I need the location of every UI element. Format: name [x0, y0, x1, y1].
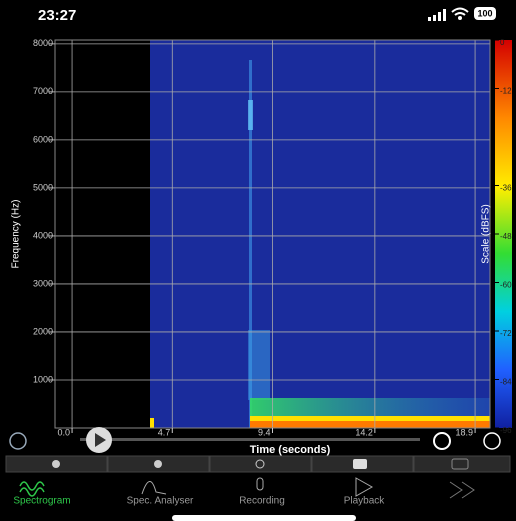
- more-icon[interactable]: [450, 482, 474, 498]
- colorbar-tick-label: -72: [500, 329, 512, 338]
- y-axis-label: Frequency (Hz): [11, 200, 22, 269]
- x-tick-label: 9.4: [258, 427, 271, 437]
- transient: [248, 100, 253, 130]
- colorbar-label: Scale (dBFS): [481, 204, 492, 263]
- toolbar: [6, 456, 510, 472]
- colorbar-tick-label: -60: [500, 281, 512, 290]
- tab-label[interactable]: Playback: [344, 496, 386, 507]
- page: 23:27 100 Frequency (Hz) Scale (dBFS) Ti…: [0, 0, 516, 521]
- signal-icon: [428, 9, 446, 21]
- mic-icon: [257, 478, 263, 490]
- y-tick-label: 4000: [33, 230, 53, 240]
- y-tick-label: 2000: [33, 326, 53, 336]
- reset-button[interactable]: [434, 433, 450, 449]
- analyser-icon: [142, 481, 166, 494]
- tab-label[interactable]: Spectrogram: [13, 496, 70, 507]
- lock-icon: [52, 460, 60, 468]
- y-tick-label: 3000: [33, 278, 53, 288]
- spectrogram-image: [150, 40, 490, 428]
- clock: 23:27: [38, 7, 76, 24]
- colorbar-tick-label: -36: [500, 184, 512, 193]
- mic-button[interactable]: [10, 433, 26, 449]
- colorbar-tick-label: -12: [500, 87, 512, 96]
- y-tick-label: 5000: [33, 182, 53, 192]
- progress-track: [80, 438, 420, 441]
- gain-icon: [154, 460, 162, 468]
- tab-label[interactable]: Spec. Analyser: [127, 496, 194, 507]
- y-tick-label: 7000: [33, 86, 53, 96]
- x-tick-label: 18.9: [456, 427, 474, 437]
- colorbar-tick-label: -84: [500, 378, 512, 387]
- colorbar-tick-label: -96: [500, 426, 512, 435]
- low-band: [250, 416, 490, 421]
- battery-level: 100: [477, 8, 492, 18]
- tab-label[interactable]: Recording: [239, 496, 285, 507]
- zoom-button[interactable]: [484, 433, 500, 449]
- x-tick-label: 4.7: [158, 427, 171, 437]
- x-tick-label: 14.2: [355, 427, 373, 437]
- x-tick-label: 0.0: [58, 427, 71, 437]
- y-tick-label: 1000: [33, 374, 53, 384]
- low-band: [150, 418, 154, 428]
- low-band: [250, 398, 490, 416]
- wifi-dot: [458, 16, 462, 20]
- export-button[interactable]: [414, 456, 510, 472]
- colorbar-tick-label: 0: [500, 38, 505, 47]
- empty-region: [55, 40, 150, 428]
- input-button[interactable]: [210, 456, 311, 472]
- wifi-icon: [452, 9, 468, 16]
- home-indicator: [172, 515, 356, 521]
- screen: 23:27 100 Frequency (Hz) Scale (dBFS) Ti…: [0, 0, 516, 521]
- colorbar-tick-label: -48: [500, 232, 512, 241]
- camera-icon: [353, 459, 367, 469]
- harmonics: [248, 330, 270, 400]
- y-tick-label: 8000: [33, 38, 53, 48]
- playback-icon: [356, 478, 372, 496]
- x-axis-label: Time (seconds): [250, 444, 331, 456]
- spectrogram-icon: [20, 482, 44, 496]
- y-tick-label: 6000: [33, 134, 53, 144]
